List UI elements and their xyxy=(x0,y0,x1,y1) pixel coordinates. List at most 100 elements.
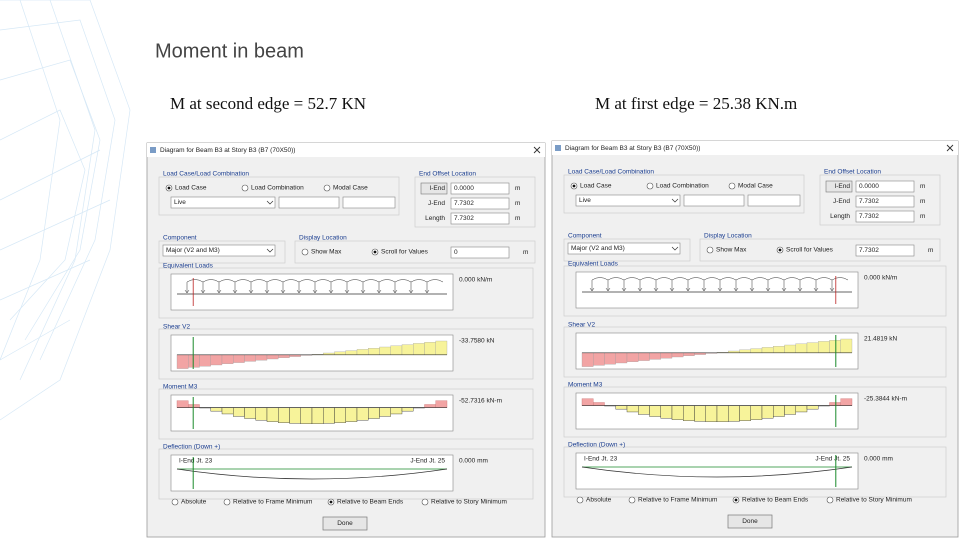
load-arrow xyxy=(264,279,284,294)
shear-step xyxy=(345,350,358,355)
text-field[interactable] xyxy=(450,246,510,259)
radio-button[interactable] xyxy=(223,498,231,506)
load-arrow xyxy=(701,277,721,292)
moment-step xyxy=(221,407,234,415)
text-field[interactable] xyxy=(855,210,915,223)
panel-label: Deflection (Down +) xyxy=(568,442,625,449)
radio-button[interactable] xyxy=(646,182,654,190)
close-button[interactable] xyxy=(946,144,954,152)
button-label: Done xyxy=(742,518,758,525)
radio-label: Load Combination xyxy=(656,183,709,190)
group-frame xyxy=(158,267,534,319)
close-button[interactable] xyxy=(533,146,541,154)
shear-step xyxy=(671,352,684,358)
shear-step xyxy=(818,341,830,353)
dropdown[interactable] xyxy=(170,196,276,209)
moment-step xyxy=(761,405,774,419)
panel-value: -52.7316 kN-m xyxy=(459,398,502,405)
moment-step xyxy=(401,407,414,412)
unit-label: m xyxy=(523,249,528,256)
dropdown[interactable] xyxy=(162,244,276,257)
radio-button[interactable] xyxy=(576,496,584,504)
radio-button[interactable] xyxy=(628,496,636,504)
done-button[interactable] xyxy=(727,514,773,529)
shear-step xyxy=(581,352,594,367)
text-field[interactable] xyxy=(450,212,510,225)
dialog-title: Diagram for Beam B3 at Story B3 (B7 (70X… xyxy=(160,147,295,154)
load-arrow xyxy=(605,277,625,292)
moment-step xyxy=(750,405,763,420)
done-button[interactable] xyxy=(322,516,368,531)
shear-step xyxy=(413,343,425,355)
load-arrow xyxy=(360,279,380,294)
group-frame xyxy=(294,240,536,264)
text-field[interactable] xyxy=(450,182,510,195)
moment-step xyxy=(334,407,346,423)
moment-step xyxy=(671,405,684,420)
shear-step xyxy=(750,348,763,353)
shear-step xyxy=(390,345,403,355)
dialog-window: Diagram for Beam B3 at Story B3 (B7 (70X… xyxy=(146,142,546,538)
radio-label: Relative to Beam Ends xyxy=(337,499,404,506)
shear-step xyxy=(435,340,448,355)
diagram-box xyxy=(170,454,454,492)
text-field[interactable] xyxy=(855,244,915,257)
moment-step xyxy=(188,404,200,408)
radio-button[interactable] xyxy=(706,246,714,254)
group-frame xyxy=(563,386,947,438)
text-field[interactable] xyxy=(855,195,915,208)
moment-step xyxy=(379,407,391,417)
radio-dot xyxy=(329,500,333,504)
moment-step xyxy=(278,407,290,423)
radio-button[interactable] xyxy=(421,498,429,506)
panel-value: 0.000 mm xyxy=(864,456,893,463)
offset-label: Length xyxy=(830,213,850,220)
radio-button[interactable] xyxy=(826,496,834,504)
deflection-curve xyxy=(581,466,853,478)
moment-step xyxy=(593,402,605,406)
load-arrow xyxy=(621,277,641,292)
group-frame xyxy=(563,265,947,317)
end-label: J-End Jt. 25 xyxy=(815,456,850,463)
moment-step xyxy=(244,407,256,419)
radio-label: Relative to Beam Ends xyxy=(742,497,809,504)
radio-button[interactable] xyxy=(171,498,179,506)
dropdown[interactable] xyxy=(575,194,681,207)
offset-value: 7.7302 xyxy=(454,200,474,207)
radio-button[interactable] xyxy=(241,184,249,192)
dropdown-arrow xyxy=(266,200,274,205)
offset-value: 0.0000 xyxy=(859,183,879,190)
load-arrow xyxy=(669,277,689,292)
text-field[interactable] xyxy=(855,180,915,193)
moment-step xyxy=(311,407,324,424)
end-label: J-End Jt. 25 xyxy=(410,458,445,465)
panel-value: 0.000 mm xyxy=(459,458,488,465)
radio-label: Load Case xyxy=(580,183,612,190)
offset-label-box xyxy=(825,180,853,193)
panel-label: Shear V2 xyxy=(163,324,190,331)
load-arrow xyxy=(408,279,428,294)
text-field[interactable] xyxy=(450,197,510,210)
moment-step xyxy=(694,405,706,422)
panel-label: Equivalent Loads xyxy=(163,263,214,270)
dropdown[interactable] xyxy=(567,242,681,255)
moment-step xyxy=(266,407,279,422)
shear-step xyxy=(795,343,808,353)
radio-label: Load Combination xyxy=(251,185,304,192)
moment-step xyxy=(435,400,448,408)
panel-value: -25.3844 kN-m xyxy=(864,396,907,403)
panel-label: Moment M3 xyxy=(163,384,198,391)
radio-button[interactable] xyxy=(728,182,736,190)
group-label: Component xyxy=(568,233,602,240)
panel-value: 0.000 kN/m xyxy=(459,277,492,284)
group-frame xyxy=(414,176,536,228)
group-label: Display Location xyxy=(299,235,347,242)
radio-button[interactable] xyxy=(301,248,309,256)
unit-label: m xyxy=(920,198,925,205)
radio-label: Modal Case xyxy=(333,185,368,192)
load-arrow xyxy=(685,277,705,292)
moment-step xyxy=(806,405,819,410)
dropdown-value: Live xyxy=(174,199,186,206)
radio-button[interactable] xyxy=(323,184,331,192)
shear-step xyxy=(368,348,380,355)
